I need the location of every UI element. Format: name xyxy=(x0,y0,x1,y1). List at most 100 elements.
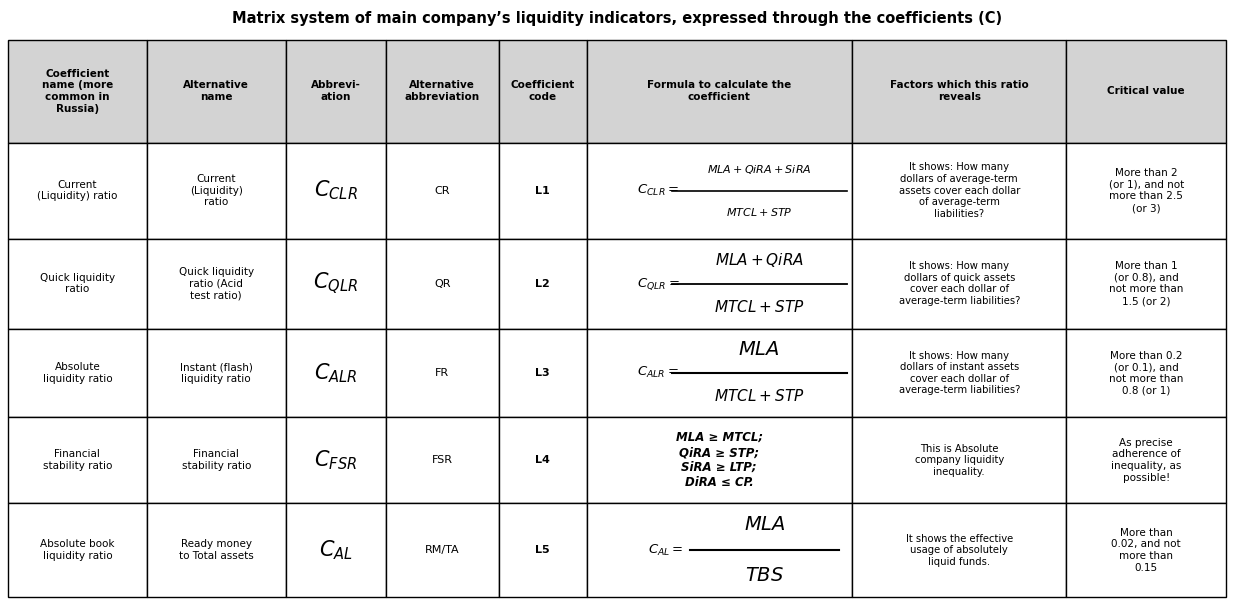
Text: Financial
stability ratio: Financial stability ratio xyxy=(43,449,112,471)
Text: Current
(Liquidity)
ratio: Current (Liquidity) ratio xyxy=(190,174,243,207)
Bar xyxy=(586,40,851,142)
Bar xyxy=(7,417,147,504)
Bar xyxy=(7,329,147,417)
Text: Abbrevi-
ation: Abbrevi- ation xyxy=(311,80,360,102)
Text: Formula to calculate the
coefficient: Formula to calculate the coefficient xyxy=(647,80,791,102)
Text: Critical value: Critical value xyxy=(1107,86,1185,96)
Bar xyxy=(385,40,499,142)
Bar xyxy=(499,417,586,504)
Text: Financial
stability ratio: Financial stability ratio xyxy=(181,449,251,471)
Text: $\mathbf{\mathit{C}}_{\mathbf{\mathit{FSR}}}$: $\mathbf{\mathit{C}}_{\mathbf{\mathit{FS… xyxy=(313,449,358,472)
Bar xyxy=(586,239,851,329)
Bar xyxy=(851,329,1066,417)
Text: Factors which this ratio
reveals: Factors which this ratio reveals xyxy=(890,80,1029,102)
Bar xyxy=(586,417,851,504)
Text: $\mathbf{\mathit{MTCL+STP}}$: $\mathbf{\mathit{MTCL+STP}}$ xyxy=(714,388,805,404)
Text: Ready money
to Total assets: Ready money to Total assets xyxy=(179,539,254,561)
Text: $\mathbf{\mathit{MLA}}$: $\mathbf{\mathit{MLA}}$ xyxy=(738,341,780,359)
Text: $\mathbf{\mathit{MLA+QiRA}}$: $\mathbf{\mathit{MLA+QiRA}}$ xyxy=(714,251,803,270)
Bar xyxy=(851,239,1066,329)
Text: $\mathbf{\mathit{C}}_{\mathbf{\mathit{AL}}}=$: $\mathbf{\mathit{C}}_{\mathbf{\mathit{AL… xyxy=(649,543,684,558)
Text: Coefficient
code: Coefficient code xyxy=(511,80,575,102)
Bar xyxy=(1066,239,1227,329)
Bar xyxy=(1066,329,1227,417)
Bar xyxy=(1066,40,1227,142)
Text: L4: L4 xyxy=(536,455,550,466)
Text: $\mathbf{\mathit{C}}_{\mathbf{\mathit{QLR}}}=$: $\mathbf{\mathit{C}}_{\mathbf{\mathit{QL… xyxy=(637,276,680,291)
Text: This is Absolute
company liquidity
inequality.: This is Absolute company liquidity inequ… xyxy=(914,444,1004,477)
Text: Absolute
liquidity ratio: Absolute liquidity ratio xyxy=(43,362,112,384)
Bar xyxy=(1066,417,1227,504)
Text: L1: L1 xyxy=(536,186,550,195)
Bar xyxy=(586,329,851,417)
Bar xyxy=(7,504,147,597)
Text: It shows: How many
dollars of instant assets
cover each dollar of
average-term l: It shows: How many dollars of instant as… xyxy=(898,350,1021,396)
Text: $\mathbf{\mathit{C}}_{\mathbf{\mathit{QLR}}}$: $\mathbf{\mathit{C}}_{\mathbf{\mathit{QL… xyxy=(313,271,358,297)
Text: $\mathbf{\mathit{MTCL+STP}}$: $\mathbf{\mathit{MTCL+STP}}$ xyxy=(714,299,805,315)
Text: More than
0.02, and not
more than
0.15: More than 0.02, and not more than 0.15 xyxy=(1112,528,1181,573)
Bar xyxy=(385,239,499,329)
Bar xyxy=(1066,142,1227,239)
Text: $\mathbf{\mathit{MLA+QiRA+SiRA}}$: $\mathbf{\mathit{MLA+QiRA+SiRA}}$ xyxy=(707,163,812,176)
Text: L2: L2 xyxy=(536,279,550,289)
Bar xyxy=(286,504,385,597)
Bar xyxy=(147,417,286,504)
Text: More than 1
(or 0.8), and
not more than
1.5 (or 2): More than 1 (or 0.8), and not more than … xyxy=(1109,261,1183,306)
Bar xyxy=(851,417,1066,504)
Text: $\mathbf{\mathit{C}}_{\mathbf{\mathit{CLR}}}$: $\mathbf{\mathit{C}}_{\mathbf{\mathit{CL… xyxy=(313,179,358,203)
Text: More than 0.2
(or 0.1), and
not more than
0.8 (or 1): More than 0.2 (or 0.1), and not more tha… xyxy=(1109,350,1183,396)
Text: $\mathbf{\mathit{MLA}}$: $\mathbf{\mathit{MLA}}$ xyxy=(744,516,785,534)
Bar xyxy=(7,40,147,142)
Text: Coefficient
name (more
common in
Russia): Coefficient name (more common in Russia) xyxy=(42,69,114,114)
Bar xyxy=(385,417,499,504)
Bar xyxy=(851,504,1066,597)
Bar xyxy=(385,329,499,417)
Bar xyxy=(586,504,851,597)
Bar xyxy=(851,40,1066,142)
Text: L5: L5 xyxy=(536,545,550,555)
Bar xyxy=(147,329,286,417)
Bar xyxy=(499,329,586,417)
Bar xyxy=(499,142,586,239)
Bar xyxy=(286,417,385,504)
Text: Matrix system of main company’s liquidity indicators, expressed through the coef: Matrix system of main company’s liquidit… xyxy=(232,10,1002,25)
Text: Alternative
abbreviation: Alternative abbreviation xyxy=(405,80,480,102)
Bar xyxy=(147,504,286,597)
Bar xyxy=(385,142,499,239)
Bar xyxy=(499,504,586,597)
Bar xyxy=(7,142,147,239)
Bar xyxy=(286,239,385,329)
Text: As precise
adherence of
inequality, as
possible!: As precise adherence of inequality, as p… xyxy=(1111,438,1181,482)
Text: $\mathbf{\mathit{C}}_{\mathbf{\mathit{ALR}}}=$: $\mathbf{\mathit{C}}_{\mathbf{\mathit{AL… xyxy=(637,365,679,380)
Bar xyxy=(147,142,286,239)
Text: CR: CR xyxy=(434,186,450,195)
Bar xyxy=(385,504,499,597)
Text: L3: L3 xyxy=(536,368,550,378)
Bar xyxy=(851,142,1066,239)
Text: Absolute book
liquidity ratio: Absolute book liquidity ratio xyxy=(41,539,115,561)
Bar xyxy=(147,40,286,142)
Text: FSR: FSR xyxy=(432,455,453,466)
Text: Instant (flash)
liquidity ratio: Instant (flash) liquidity ratio xyxy=(180,362,253,384)
Bar xyxy=(147,239,286,329)
Bar xyxy=(586,142,851,239)
Bar xyxy=(286,40,385,142)
Bar xyxy=(499,239,586,329)
Text: MLA ≥ MTCL;
QiRA ≥ STP;
SiRA ≥ LTP;
DiRA ≤ CP.: MLA ≥ MTCL; QiRA ≥ STP; SiRA ≥ LTP; DiRA… xyxy=(676,431,763,489)
Text: It shows the effective
usage of absolutely
liquid funds.: It shows the effective usage of absolute… xyxy=(906,534,1013,567)
Bar xyxy=(1066,504,1227,597)
Text: $\mathbf{\mathit{C}}_{\mathbf{\mathit{CLR}}}=$: $\mathbf{\mathit{C}}_{\mathbf{\mathit{CL… xyxy=(637,183,679,198)
Text: RM/TA: RM/TA xyxy=(424,545,459,555)
Text: Alternative
name: Alternative name xyxy=(184,80,249,102)
Text: $\mathbf{\mathit{C}}_{\mathbf{\mathit{ALR}}}$: $\mathbf{\mathit{C}}_{\mathbf{\mathit{AL… xyxy=(313,361,358,385)
Text: It shows: How many
dollars of quick assets
cover each dollar of
average-term lia: It shows: How many dollars of quick asse… xyxy=(898,261,1021,306)
Bar xyxy=(7,239,147,329)
Bar xyxy=(286,329,385,417)
Bar xyxy=(286,142,385,239)
Text: Quick liquidity
ratio: Quick liquidity ratio xyxy=(39,273,115,294)
Text: Current
(Liquidity) ratio: Current (Liquidity) ratio xyxy=(37,180,117,201)
Text: $\mathbf{\mathit{MTCL+STP}}$: $\mathbf{\mathit{MTCL+STP}}$ xyxy=(726,206,792,218)
Text: FR: FR xyxy=(436,368,449,378)
Text: $\mathbf{\mathit{TBS}}$: $\mathbf{\mathit{TBS}}$ xyxy=(745,566,784,585)
Bar xyxy=(499,40,586,142)
